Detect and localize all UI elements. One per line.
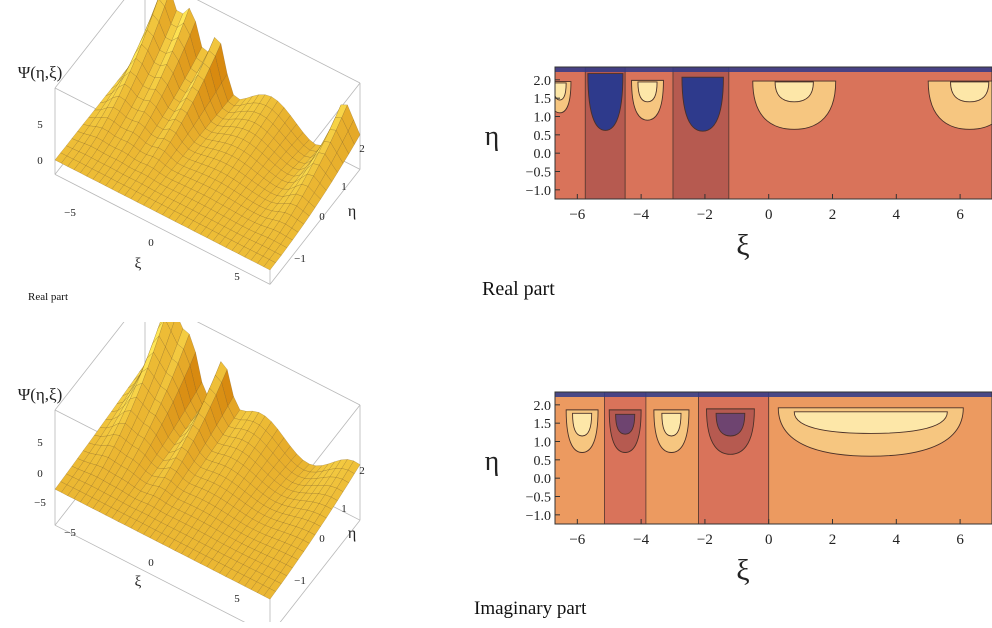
plot-frame [554,391,992,525]
x-tick-label: 5 [234,593,240,605]
contour-plot-imaginary-svg: −6 −4 −2 0 2 4 6 2.0 1.5 1.0 0.5 0.0 −0.5 −1.0 ξ η [485,391,992,587]
x-tick-label: −4 [633,532,649,548]
x-tick-label: 0 [765,207,773,223]
y-tick-label: 0.0 [534,147,552,162]
contour-top-edge [555,392,992,397]
y-tick-label: −0.5 [526,166,551,181]
contour-region [681,76,724,132]
surface-patch [263,259,276,271]
surface-plot-real-svg: Ψ(η,ξ) 5 0 −5 0 5 ξ 2 1 0 −1 η [18,0,365,285]
x-tick-label: −5 [64,527,76,539]
y-tick-label: −1.0 [526,184,551,199]
z-tick-label: −5 [34,497,46,509]
z-tick-label: 0 [37,468,43,480]
x-axis-label: ξ [135,256,142,272]
y-tick-label: 1.5 [534,417,552,432]
y-tick-label: 1.0 [534,436,552,451]
x-tick-label: 6 [956,532,964,548]
box-edge [54,0,125,89]
surface-patch [263,588,276,600]
y-tick-label: 1.0 [534,111,552,126]
x-tick-label: 6 [956,207,964,223]
y-tick-label: −1 [294,253,306,265]
z-axis-label: Ψ(η,ξ) [18,63,63,82]
y-tick-label: 2.0 [534,74,552,89]
x-tick-label: −5 [64,207,76,219]
contour-region [661,412,682,437]
y-tick-label: 0 [319,533,325,545]
x-tick-label: 0 [148,557,154,569]
y-tick-label: 1.5 [534,92,552,107]
contour-plot-real: −6 −4 −2 0 2 4 6 2.0 1.5 1.0 0.5 0.0 −0.5 −1.0 ξ η [470,55,992,285]
box-edge [54,174,271,285]
surface-plot-real: Ψ(η,ξ) 5 0 −5 0 5 ξ 2 1 0 −1 η [0,0,390,300]
contour-region [715,412,746,437]
caption-imaginary: Imaginary part [474,598,587,619]
plot-frame [554,66,992,200]
contour-region [615,413,636,435]
x-tick-label: 5 [234,271,240,283]
box-edge [54,524,257,628]
y-tick-label: 1 [341,181,347,193]
y-tick-label: 0.0 [534,472,552,487]
caption-real-large: Real part [482,278,555,300]
z-tick-label: 0 [37,155,43,167]
x-tick-label: −4 [633,207,649,223]
contour-plot-real-svg: −6 −4 −2 0 2 4 6 2.0 1.5 1.0 0.5 0.0 −0.5 −1.0 ξ η [485,66,992,262]
x-tick-label: −6 [569,532,585,548]
box-edge [269,169,361,285]
y-tick-label: 0 [319,211,325,223]
caption-real-small: Real part [28,291,69,303]
surface-plot-imaginary: Ψ(η,ξ) 5 0 −5 −5 0 5 ξ 2 1 0 −1 η [0,294,390,628]
y-tick-label: −1 [294,575,306,587]
contour-region [587,73,624,131]
contour-field [555,67,992,199]
contour-field [555,392,992,524]
x-axis-label: ξ [736,229,749,262]
y-tick-label: 0.5 [534,454,552,469]
x-tick-label: 4 [893,532,901,548]
y-tick-label: 2.0 [534,399,552,414]
x-tick-label: 0 [148,237,154,249]
box-edge [275,519,361,628]
contour-region [774,81,814,103]
y-axis-label: η [485,446,500,477]
x-tick-label: 2 [829,207,837,223]
y-tick-label: 0.5 [534,129,552,144]
z-tick-label: 5 [37,119,43,131]
y-tick-label: −0.5 [526,491,551,506]
contour-region [793,411,948,434]
contour-region [752,80,837,130]
x-axis-label: ξ [736,554,749,587]
contour-top-edge [555,67,992,72]
y-tick-label: 2 [359,143,365,155]
contour-region [555,82,567,101]
contour-region [572,412,593,437]
x-tick-label: −2 [697,207,713,223]
y-axis-label: η [348,203,356,220]
x-tick-label: 4 [893,207,901,223]
x-axis-label: ξ [135,574,142,590]
x-tick-label: 0 [765,532,773,548]
y-tick-label: 2 [359,465,365,477]
z-axis-label: Ψ(η,ξ) [18,385,63,404]
surface-plot-imaginary-svg: Ψ(η,ξ) 5 0 −5 −5 0 5 ξ 2 1 0 −1 η [18,294,365,628]
y-tick-label: −1.0 [526,509,551,524]
contour-region [950,81,990,103]
contour-plot-imaginary: −6 −4 −2 0 2 4 6 2.0 1.5 1.0 0.5 0.0 −0.5 −1.0 ξ η [470,380,992,605]
z-tick-label: 5 [37,437,43,449]
y-tick-label: 1 [341,503,347,515]
contour-region [637,81,658,103]
y-axis-label: η [485,121,500,152]
x-tick-label: −2 [697,532,713,548]
x-tick-label: 2 [829,532,837,548]
box-edge [196,0,361,84]
y-axis-label: η [348,525,356,542]
x-tick-label: −6 [569,207,585,223]
